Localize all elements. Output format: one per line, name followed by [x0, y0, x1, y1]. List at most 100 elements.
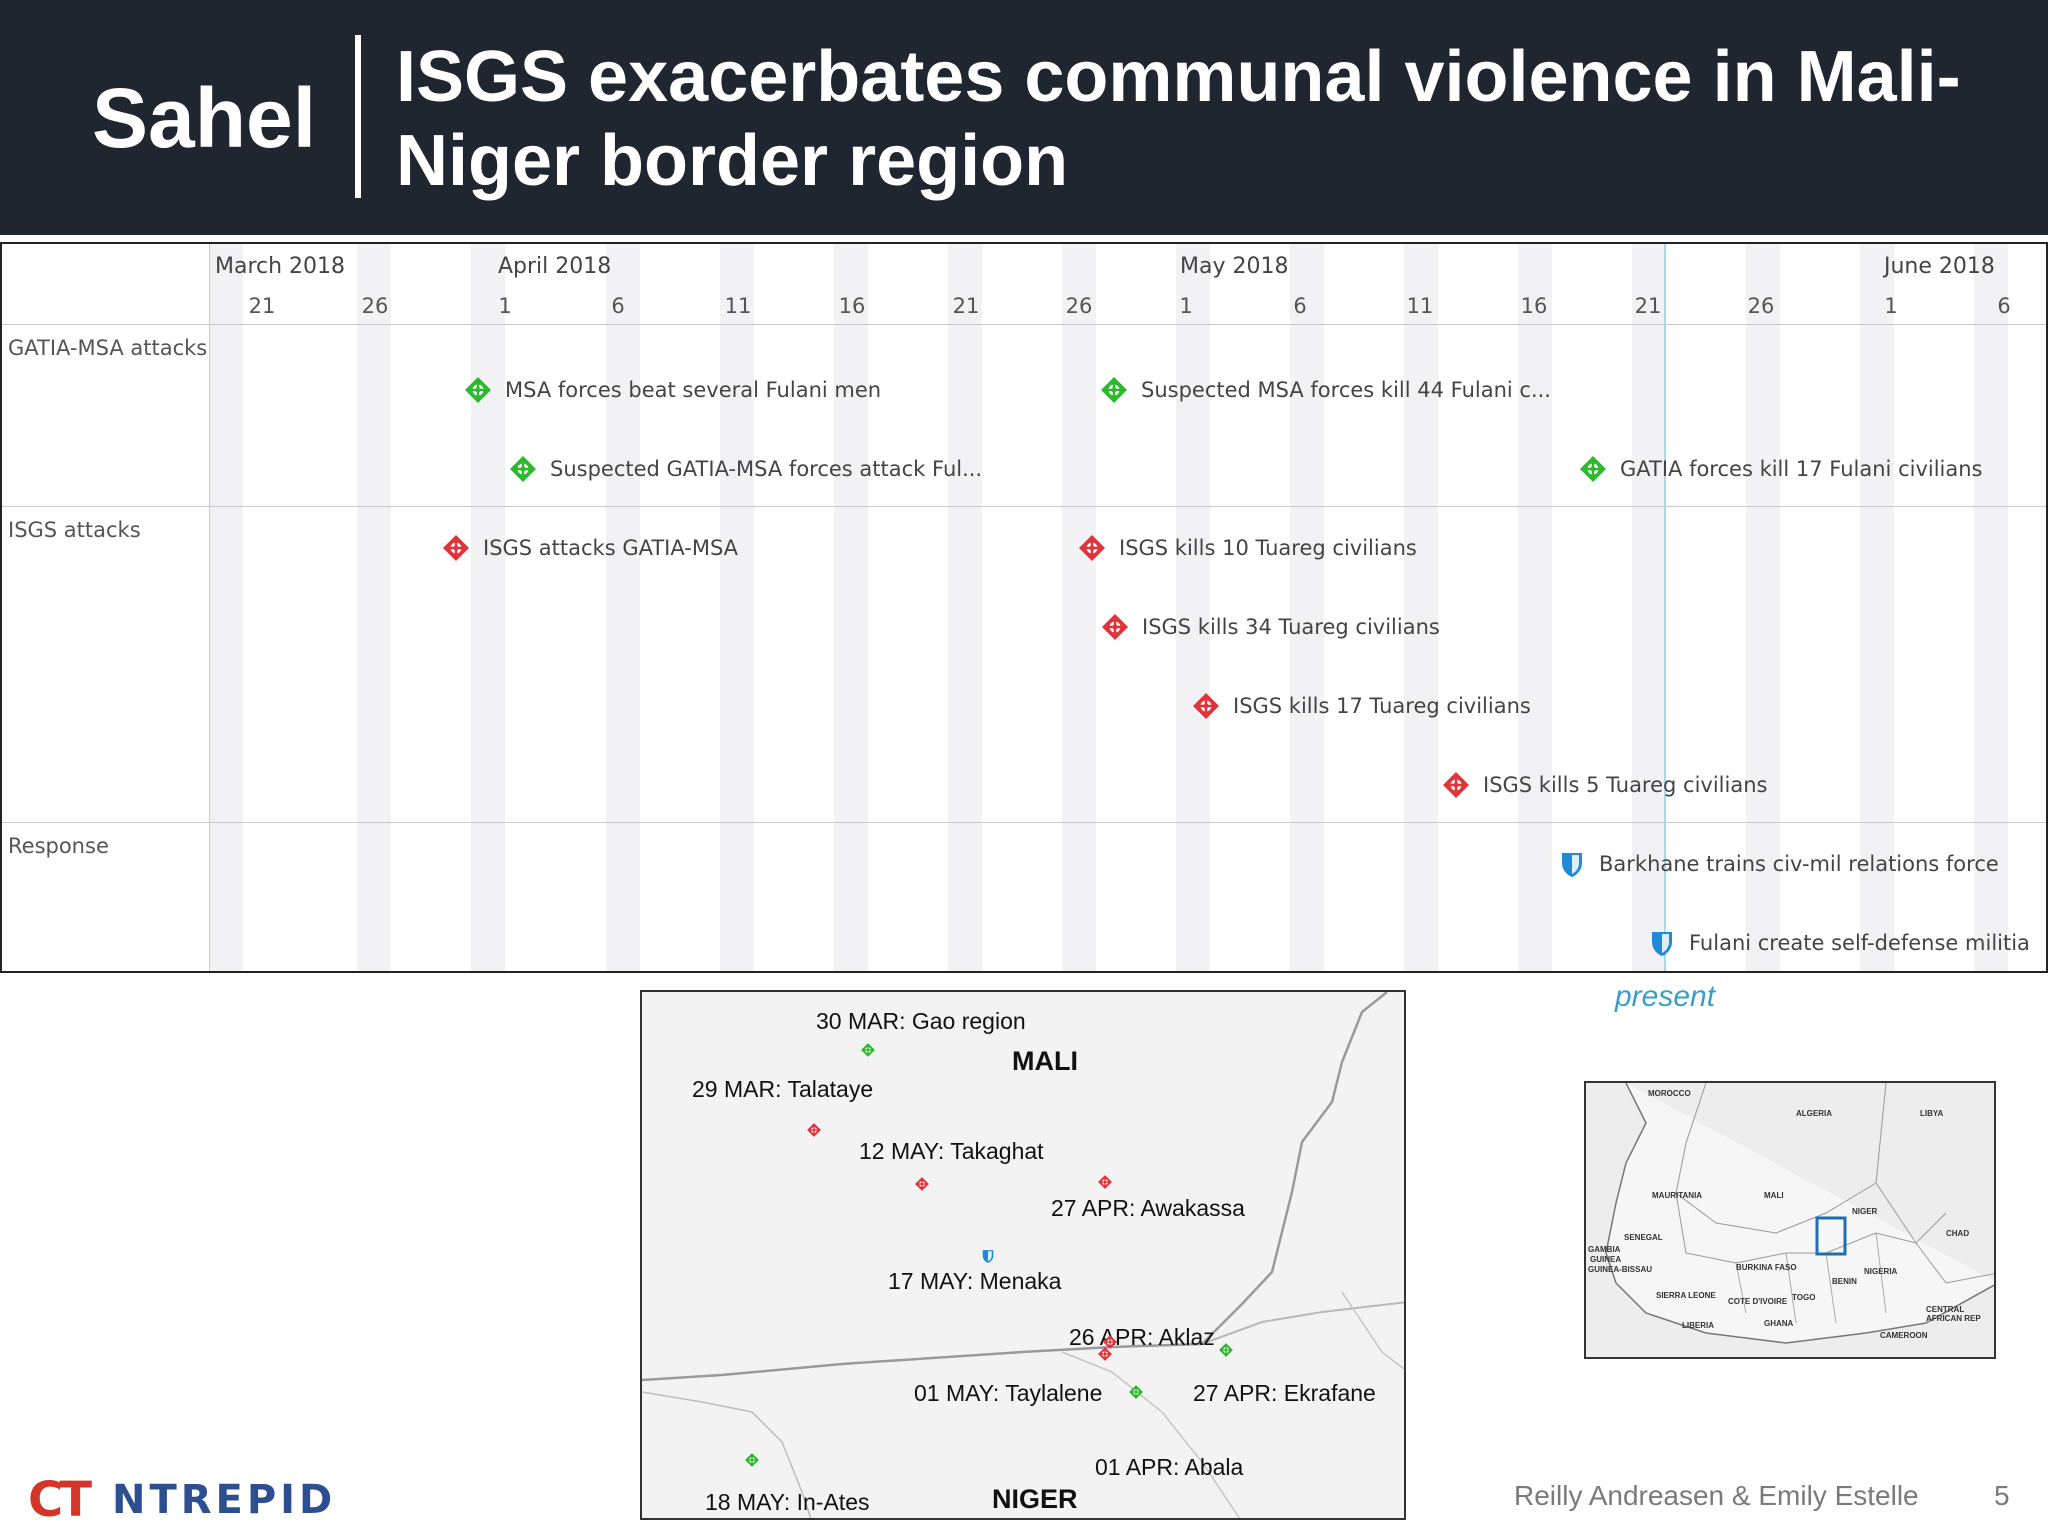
event-label: Fulani create self-defense militia [1689, 931, 2030, 955]
map-marker[interactable] [1097, 1174, 1113, 1190]
map-background [642, 992, 1404, 1518]
timeline-event[interactable]: ISGS kills 34 Tuareg civilians [1100, 610, 1440, 644]
timeline-event[interactable]: ISGS kills 5 Tuareg civilians [1441, 768, 1767, 802]
weekend-band [720, 244, 754, 971]
inset-country-label: CHAD [1946, 1229, 1970, 1238]
day-tick: 21 [248, 294, 276, 318]
row-divider [2, 822, 2046, 823]
timeline-event[interactable]: ISGS kills 10 Tuareg civilians [1077, 531, 1417, 565]
map-marker[interactable] [860, 1042, 876, 1058]
crosshair-icon [1578, 454, 1608, 484]
page-number: 5 [1994, 1480, 2010, 1511]
weekend-band [1632, 244, 1666, 971]
inset-country-label: MOROCCO [1648, 1089, 1691, 1098]
crosshair-icon [1100, 612, 1130, 642]
timeline-event[interactable]: ISGS kills 17 Tuareg civilians [1191, 689, 1531, 723]
inset-country-label: SIERRA LEONE [1656, 1291, 1716, 1300]
day-tick: 6 [1293, 294, 1307, 318]
map-marker[interactable] [914, 1176, 930, 1192]
inset-country-label: SENEGAL [1624, 1233, 1663, 1242]
event-label: ISGS kills 5 Tuareg civilians [1483, 773, 1768, 797]
timeline-event[interactable]: Suspected GATIA-MSA forces attack Ful... [508, 452, 982, 486]
timeline-event[interactable]: MSA forces beat several Fulani men [463, 373, 881, 407]
inset-country-label: ALGERIA [1796, 1109, 1832, 1118]
event-label: ISGS attacks GATIA-MSA [483, 536, 739, 560]
map-marker[interactable] [1218, 1342, 1234, 1358]
event-label: ISGS kills 34 Tuareg civilians [1142, 615, 1440, 639]
inset-country-label: BURKINA FASO [1736, 1263, 1797, 1272]
inset-country-label: GAMBIA [1588, 1245, 1621, 1254]
country-label-niger: NIGER [992, 1484, 1078, 1514]
map-marker[interactable] [806, 1122, 822, 1138]
inset-focus-box [1815, 1216, 1847, 1256]
day-tick: 16 [1520, 294, 1548, 318]
inset-country-label: MALI [1764, 1191, 1784, 1200]
map-marker[interactable] [1128, 1384, 1144, 1400]
day-tick: 11 [724, 294, 752, 318]
weekend-band [834, 244, 868, 971]
weekend-band [948, 244, 982, 971]
crosshair-icon [508, 454, 538, 484]
timeline-event[interactable]: Barkhane trains civ-mil relations force [1557, 847, 1999, 881]
day-tick: 6 [1997, 294, 2011, 318]
map-marker[interactable] [980, 1248, 996, 1264]
weekend-band [1974, 244, 2008, 971]
header-banner: Sahel ISGS exacerbates communal violence… [0, 0, 2048, 235]
crosshair-icon [1077, 533, 1107, 563]
main-map[interactable]: MALI NIGER 30 MAR: Gao region 29 MAR: Ta… [640, 990, 1406, 1520]
day-tick: 21 [952, 294, 980, 318]
ntrepid-logo: CT NTREPID [28, 1470, 336, 1530]
weekend-band [471, 244, 505, 971]
inset-country-label: COTE D'IVOIRE [1728, 1297, 1788, 1306]
weekend-band [1746, 244, 1780, 971]
inset-locator-map: MOROCCO ALGERIA LIBYA MAURITANIA MALI NI… [1584, 1081, 1996, 1359]
inset-country-label: MAURITANIA [1652, 1191, 1703, 1200]
inset-country-label: GUINEA [1590, 1255, 1622, 1264]
header-divider-line [2, 324, 2046, 325]
timeline-event[interactable]: GATIA forces kill 17 Fulani civilians [1578, 452, 1983, 486]
day-tick: 1 [1884, 294, 1898, 318]
map-place-label: 26 APR: Aklaz [1069, 1324, 1215, 1350]
day-tick: 6 [611, 294, 625, 318]
event-label: ISGS kills 17 Tuareg civilians [1233, 694, 1531, 718]
crosshair-icon [1099, 375, 1129, 405]
inset-country-label: CAMEROON [1880, 1331, 1928, 1340]
weekend-band [1860, 244, 1894, 971]
map-marker[interactable] [744, 1452, 760, 1468]
present-marker-line [1664, 244, 1666, 971]
timeline-event[interactable]: ISGS attacks GATIA-MSA [441, 531, 738, 565]
timeline-event[interactable]: Fulani create self-defense militia [1647, 926, 2030, 960]
map-marker[interactable] [1102, 1334, 1118, 1350]
month-label: March 2018 [215, 254, 346, 279]
event-label: Suspected GATIA-MSA forces attack Ful... [550, 457, 983, 481]
shield-icon [1647, 928, 1677, 958]
map-marker[interactable] [1097, 1346, 1113, 1362]
map-place-label: 27 APR: Awakassa [1051, 1195, 1245, 1221]
row-label-isgs: ISGS attacks [8, 518, 141, 542]
day-tick: 11 [1406, 294, 1434, 318]
inset-map-background [1605, 1083, 1994, 1344]
road-line [1341, 1291, 1404, 1370]
weekend-band [357, 244, 391, 971]
crosshair-icon [1441, 770, 1471, 800]
weekend-band [1518, 244, 1552, 971]
day-tick: 21 [1634, 294, 1662, 318]
weekend-band [1176, 244, 1210, 971]
shield-icon [1557, 849, 1587, 879]
border-line [642, 1342, 1203, 1382]
day-tick: 26 [1747, 294, 1775, 318]
event-label: MSA forces beat several Fulani men [505, 378, 882, 402]
timeline-event[interactable]: Suspected MSA forces kill 44 Fulani c... [1099, 373, 1551, 407]
day-tick: 16 [838, 294, 866, 318]
map-place-label: 30 MAR: Gao region [816, 1008, 1026, 1034]
crosshair-icon [1191, 691, 1221, 721]
border-line [1201, 1301, 1404, 1345]
row-label-response: Response [8, 834, 109, 858]
slide-title: ISGS exacerbates communal violence in Ma… [396, 37, 1961, 201]
event-label: Barkhane trains civ-mil relations force [1599, 852, 1999, 876]
weekend-band [1404, 244, 1438, 971]
month-label: May 2018 [1180, 254, 1289, 279]
month-label: April 2018 [498, 254, 612, 279]
month-label: June 2018 [1884, 254, 1995, 279]
event-label: ISGS kills 10 Tuareg civilians [1119, 536, 1417, 560]
